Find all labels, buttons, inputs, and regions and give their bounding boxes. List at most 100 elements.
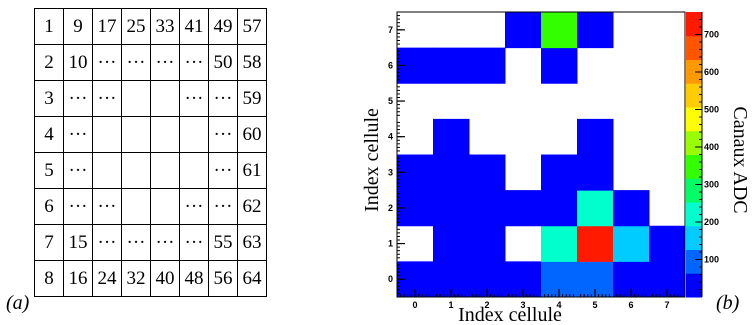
x-tick-label: 0 bbox=[412, 300, 417, 310]
x-tick-label: 6 bbox=[628, 300, 633, 310]
channel-cell: 4 bbox=[34, 116, 64, 153]
channel-cell: 6 bbox=[34, 188, 64, 225]
channel-cell: ··· bbox=[92, 188, 122, 225]
heatmap-cell bbox=[577, 154, 614, 191]
channel-cell: ··· bbox=[150, 224, 180, 261]
channel-cell: 50 bbox=[208, 44, 238, 81]
colorbar-tick-label: 400 bbox=[704, 142, 719, 152]
colorbar-segment bbox=[686, 83, 702, 108]
x-tick-label: 3 bbox=[520, 300, 525, 310]
colorbar-segment bbox=[686, 273, 702, 298]
channel-cell: 60 bbox=[237, 116, 267, 153]
heatmap-cell bbox=[649, 225, 686, 262]
x-tick-label: 2 bbox=[484, 300, 489, 310]
heatmap-cell bbox=[613, 225, 650, 262]
heatmap-cell bbox=[433, 190, 470, 227]
heatmap-cell bbox=[433, 47, 470, 84]
colorbar-segment bbox=[686, 225, 702, 250]
heatmap-cell bbox=[577, 190, 614, 227]
heatmap-cell bbox=[613, 190, 650, 227]
table-row: 7 15 ··· ··· ··· ··· 55 63 bbox=[34, 224, 267, 261]
heatmap-cell bbox=[433, 154, 470, 191]
heatmap-cell bbox=[469, 154, 506, 191]
channel-cell: 55 bbox=[208, 224, 238, 261]
heatmap-cell bbox=[541, 154, 578, 191]
colorbar-segment bbox=[686, 107, 702, 132]
channel-cell: ··· bbox=[208, 80, 238, 117]
heatmap-cell bbox=[469, 47, 506, 84]
heatmap-cell bbox=[541, 225, 578, 262]
channel-cell: 8 bbox=[34, 260, 64, 297]
heatmap-cell bbox=[505, 190, 542, 227]
heatmap-axes: 0 1 2 3 4 5 6 7 0 1 2 3 4 5 6 7 bbox=[388, 11, 686, 310]
panel-a-label: (a) bbox=[6, 292, 30, 314]
y-tick-label: 1 bbox=[388, 239, 393, 249]
channel-cell: ··· bbox=[63, 80, 93, 117]
colorbar-segment bbox=[686, 130, 702, 155]
plot-frame bbox=[396, 11, 686, 298]
colorbar-tick-label: 500 bbox=[704, 105, 719, 115]
heatmap-cell bbox=[541, 190, 578, 227]
channel-cell bbox=[121, 116, 151, 153]
channel-cell: ··· bbox=[208, 116, 238, 153]
colorbar-title: Canaux ADC bbox=[729, 106, 751, 213]
channel-cell: ··· bbox=[150, 44, 180, 81]
y-tick-label: 3 bbox=[388, 167, 393, 177]
channel-cell: 57 bbox=[237, 8, 267, 45]
channel-cell: 41 bbox=[179, 8, 209, 45]
y-tick-label: 6 bbox=[388, 60, 393, 70]
x-tick-label: 5 bbox=[592, 300, 597, 310]
colorbar: 100 200 300 400 500 600 700 bbox=[686, 12, 719, 298]
table-row: 6 ··· ··· ··· ··· 62 bbox=[34, 188, 267, 225]
heatmap-cell bbox=[577, 118, 614, 155]
channel-cell: 63 bbox=[237, 224, 267, 261]
heatmap-cell bbox=[469, 190, 506, 227]
heatmap-cells bbox=[397, 12, 686, 298]
heatmap-cell bbox=[541, 12, 578, 49]
heatmap-cell bbox=[577, 12, 614, 49]
colorbar-tick-label: 600 bbox=[704, 67, 719, 77]
heatmap-cell bbox=[469, 225, 506, 262]
colorbar-tick-label: 700 bbox=[704, 30, 719, 40]
channel-mapping-grid: 1 9 17 25 33 41 49 57 2 10 ··· ··· ··· ··· 50 58 3 ··· ···… bbox=[34, 8, 267, 297]
channel-cell: 62 bbox=[237, 188, 267, 225]
channel-cell: 1 bbox=[34, 8, 64, 45]
colorbar-tick-label: 300 bbox=[704, 180, 719, 190]
panel-b-label: (b) bbox=[716, 292, 740, 314]
channel-cell bbox=[150, 188, 180, 225]
channel-cell: ··· bbox=[121, 44, 151, 81]
x-tick-label: 7 bbox=[664, 300, 669, 310]
table-row: 2 10 ··· ··· ··· ··· 50 58 bbox=[34, 44, 267, 81]
y-tick-label: 4 bbox=[388, 132, 393, 142]
y-tick-label: 0 bbox=[388, 274, 393, 284]
colorbar-segment bbox=[686, 154, 702, 179]
colorbar-segment bbox=[686, 249, 702, 274]
channel-cell: 7 bbox=[34, 224, 64, 261]
colorbar-segment bbox=[686, 35, 702, 60]
channel-table: 1 9 17 25 33 41 49 57 2 10 ··· ··· ··· ··· 50 58 3 ··· ···… bbox=[34, 8, 267, 297]
channel-cell: 5 bbox=[34, 152, 64, 189]
table-row: 5 ··· ··· 61 bbox=[34, 152, 267, 189]
table-row: 3 ··· ··· ··· ··· 59 bbox=[34, 80, 267, 117]
channel-cell: ··· bbox=[63, 152, 93, 189]
channel-cell: ··· bbox=[208, 188, 238, 225]
x-tick-label: 4 bbox=[556, 300, 561, 310]
y-tick-label: 2 bbox=[388, 203, 393, 213]
x-tick-label: 1 bbox=[448, 300, 453, 310]
channel-cell bbox=[92, 116, 122, 153]
channel-cell: 64 bbox=[237, 260, 267, 297]
channel-cell: 40 bbox=[150, 260, 180, 297]
heatmap-cell bbox=[433, 118, 470, 155]
channel-cell: 61 bbox=[237, 152, 267, 189]
y-axis-title: Index cellule bbox=[361, 108, 383, 212]
colorbar-tick-label: 100 bbox=[704, 255, 719, 265]
table-row: 1 9 17 25 33 41 49 57 bbox=[34, 8, 267, 45]
channel-cell: ··· bbox=[92, 44, 122, 81]
table-row: 4 ··· ··· 60 bbox=[34, 116, 267, 153]
y-tick-label: 7 bbox=[388, 25, 393, 35]
heatmap-cell bbox=[433, 225, 470, 262]
heatmap-cell bbox=[505, 12, 542, 49]
channel-cell: 56 bbox=[208, 260, 238, 297]
channel-cell: 25 bbox=[121, 8, 151, 45]
